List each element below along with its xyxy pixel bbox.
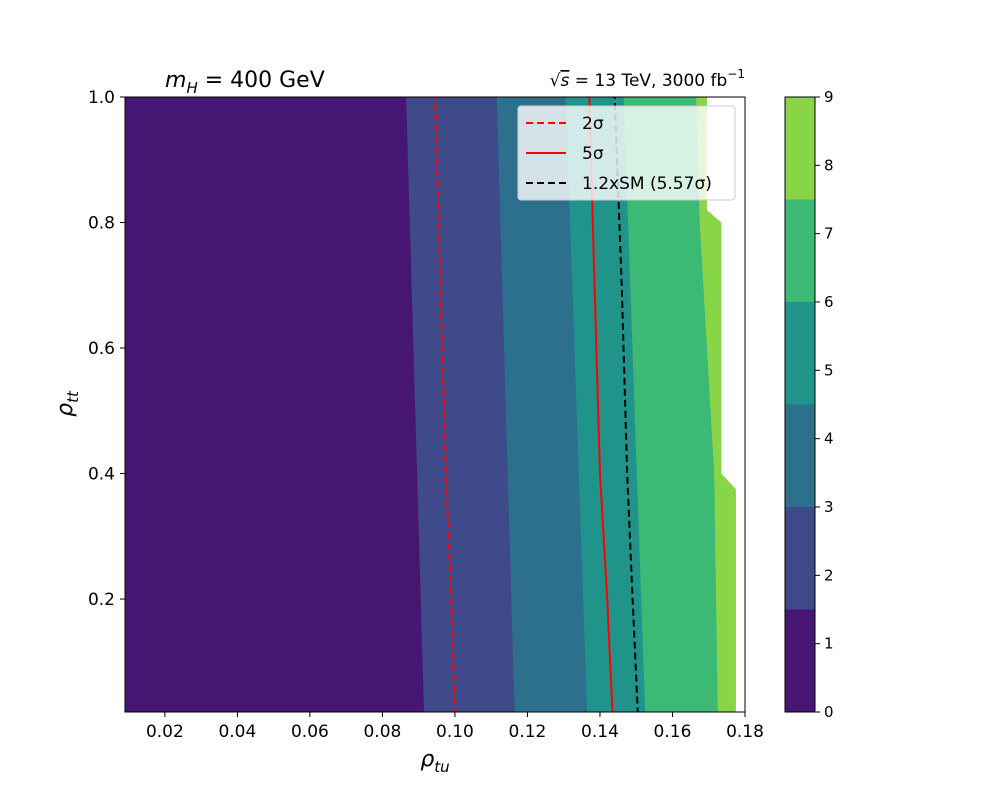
plot-area [124, 96, 746, 713]
x-tick-label: 0.16 [654, 722, 692, 742]
colorbar-tick-label: 7 [824, 225, 834, 243]
colorbar-cell [785, 97, 815, 200]
colorbar-tick-label: 4 [824, 430, 834, 448]
colorbar-cell [785, 199, 815, 302]
colorbar-tick-label: 3 [824, 498, 834, 516]
chart-title-left: mH = 400 GeV [165, 68, 325, 97]
legend-label: 2σ [582, 114, 604, 134]
x-tick-label: 0.10 [436, 722, 474, 742]
x-axis: 0.02 0.04 0.06 0.08 0.10 0.12 0.14 0.16 0.18 [146, 712, 764, 742]
x-tick-label: 0.12 [509, 722, 547, 742]
contour-lines [434, 97, 639, 712]
plot-frame [124, 96, 746, 713]
colorbar-cell [785, 302, 815, 405]
colorbar-cell [785, 609, 815, 712]
legend: 2σ 5σ 1.2xSM (5.57σ) [517, 105, 736, 201]
x-tick-label: 0.02 [146, 722, 184, 742]
colorbar-tick-label: 0 [824, 703, 834, 721]
y-axis: 0.2 0.4 0.6 0.8 1.0 [88, 88, 125, 610]
x-tick-label: 0.06 [291, 722, 329, 742]
legend-label: 1.2xSM (5.57σ) [582, 174, 712, 194]
colorbar-tick-label: 8 [824, 156, 834, 174]
x-tick-label: 0.04 [218, 722, 256, 742]
x-tick-label: 0.14 [581, 722, 619, 742]
colorbar-cell [785, 404, 815, 507]
y-tick-label: 0.4 [88, 465, 115, 485]
contour-line [588, 97, 614, 712]
x-tick-label: 0.08 [363, 722, 401, 742]
colorbar-frame [784, 96, 816, 713]
y-tick-label: 0.2 [88, 590, 115, 610]
x-axis-label: ρtu [420, 747, 449, 776]
colorbar-tick-label: 1 [824, 635, 834, 653]
colorbar-tick-label: 9 [824, 88, 834, 106]
legend-label: 5σ [582, 144, 604, 164]
contour-bands [125, 97, 736, 712]
colorbar-tick-label: 6 [824, 293, 834, 311]
x-tick-label: 0.18 [726, 722, 764, 742]
y-axis-label: ρtt [53, 390, 82, 417]
colorbar-cell [785, 507, 815, 610]
contour-band [125, 97, 424, 712]
y-tick-label: 0.8 [88, 214, 115, 234]
colorbar-tick-label: 2 [824, 566, 834, 584]
chart-title-right: √s = 13 TeV, 3000 fb−1 [550, 67, 745, 91]
y-tick-label: 0.6 [88, 339, 115, 359]
y-tick-label: 1.0 [88, 88, 115, 108]
colorbar: 0 1 2 3 4 5 6 7 8 9 [784, 88, 834, 721]
colorbar-tick-label: 5 [824, 361, 834, 379]
legend-box [517, 105, 736, 201]
